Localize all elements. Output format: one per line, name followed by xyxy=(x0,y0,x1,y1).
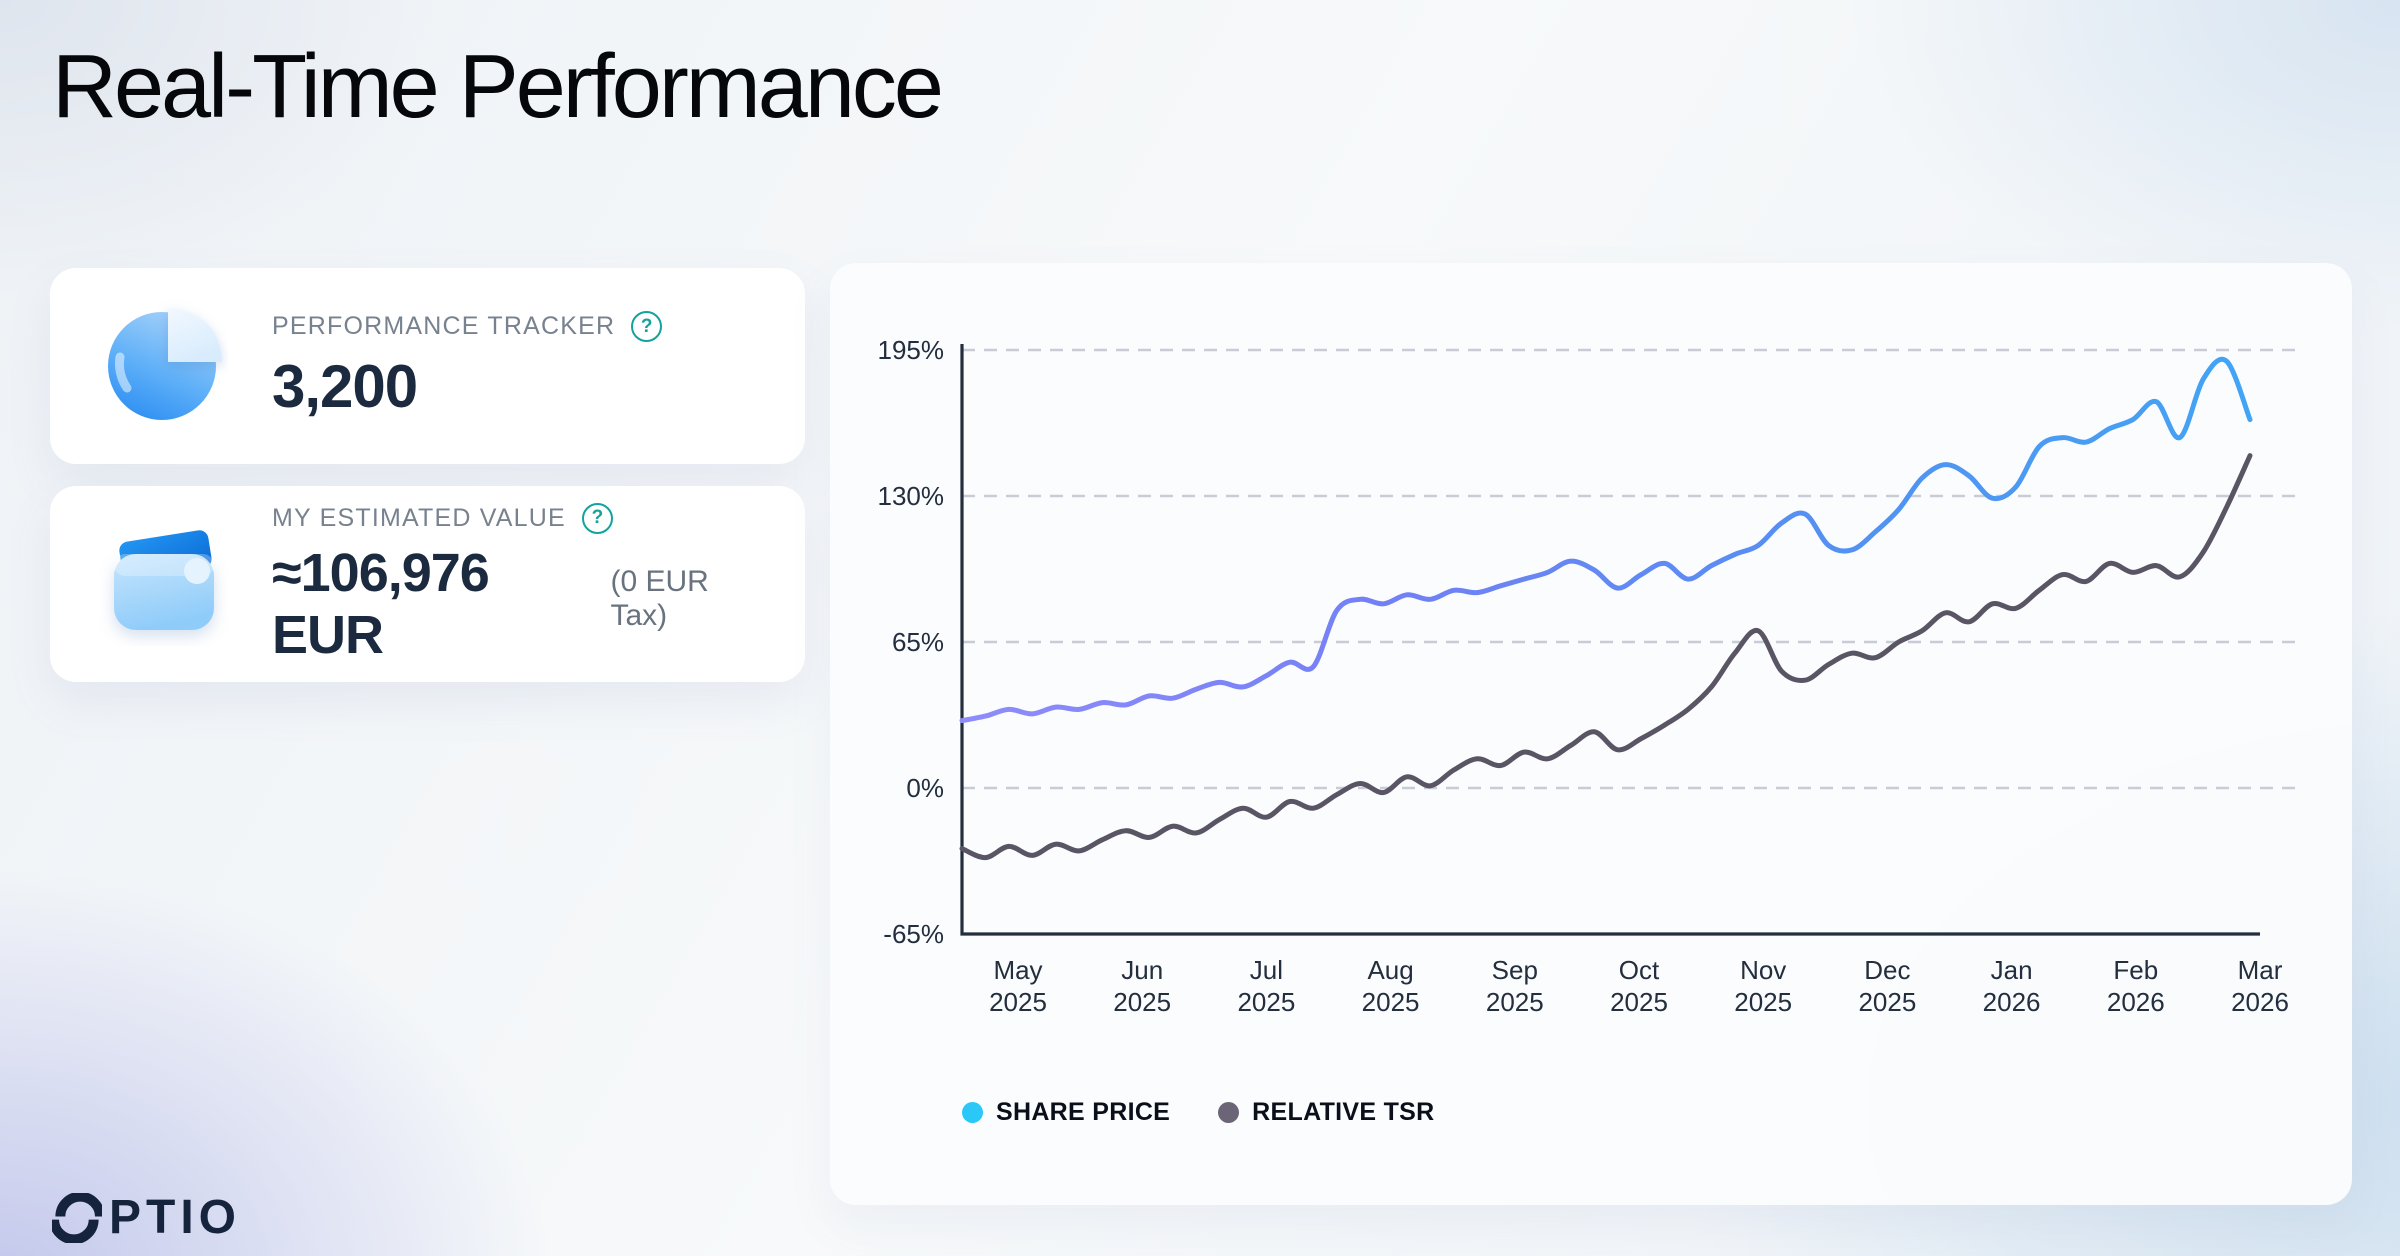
help-icon[interactable]: ? xyxy=(581,502,613,534)
performance-tracker-card: PERFORMANCE TRACKER ? 3,200 xyxy=(50,268,805,464)
legend-item-share-price[interactable]: SHARE PRICE xyxy=(962,1098,1170,1127)
relative-tsr-dot-icon xyxy=(1218,1102,1240,1123)
chart-legend: SHARE PRICE RELATIVE TSR xyxy=(962,1098,1434,1127)
estimated-value-tax-note: (0 EUR Tax) xyxy=(610,564,709,632)
performance-tracker-value: 3,200 xyxy=(272,353,418,420)
estimated-value-card: MY ESTIMATED VALUE ? ≈106,976 EUR (0 EUR… xyxy=(50,486,805,682)
legend-label: RELATIVE TSR xyxy=(1252,1098,1435,1126)
share-price-dot-icon xyxy=(962,1102,983,1123)
pie-chart-icon xyxy=(100,300,228,433)
svg-text:130%: 130% xyxy=(878,481,945,511)
x-axis-labels: May 2025 Jun 2025 Jul 2025 Aug 2025 Sep 2025 Oct 20… xyxy=(989,955,2289,1017)
optio-logo-mark-icon xyxy=(52,1192,102,1243)
page-title: Real-Time Performance xyxy=(52,37,944,137)
svg-text:65%: 65% xyxy=(892,627,944,657)
estimated-value-amount: ≈106,976 EUR xyxy=(272,542,490,665)
legend-label: SHARE PRICE xyxy=(996,1098,1171,1126)
svg-text:-65%: -65% xyxy=(883,919,944,949)
wallet-icon xyxy=(100,518,228,651)
optio-logo-text: PTIO xyxy=(109,1191,242,1244)
svg-text:0%: 0% xyxy=(906,773,944,803)
axes xyxy=(960,344,2260,936)
estimated-value-label: MY ESTIMATED VALUE xyxy=(272,503,566,532)
gridlines xyxy=(962,348,2298,790)
series-line-relative-tsr xyxy=(959,453,2253,861)
optio-logo: PTIO xyxy=(52,1190,241,1245)
legend-item-relative-tsr[interactable]: RELATIVE TSR xyxy=(1218,1098,1434,1127)
help-icon[interactable]: ? xyxy=(631,311,663,342)
performance-chart-card: 195% 130% 65% 0% -65% May 2025 Jun 2025 Jul 2025 Au… xyxy=(830,263,2352,1205)
y-axis-labels: 195% 130% 65% 0% -65% xyxy=(878,335,945,949)
performance-tracker-label: PERFORMANCE TRACKER xyxy=(272,312,616,340)
performance-chart: 195% 130% 65% 0% -65% May 2025 Jun 2025 Jul 2025 Au… xyxy=(878,335,2298,1017)
svg-text:195%: 195% xyxy=(878,335,945,365)
series-line-share-price xyxy=(959,356,2253,724)
